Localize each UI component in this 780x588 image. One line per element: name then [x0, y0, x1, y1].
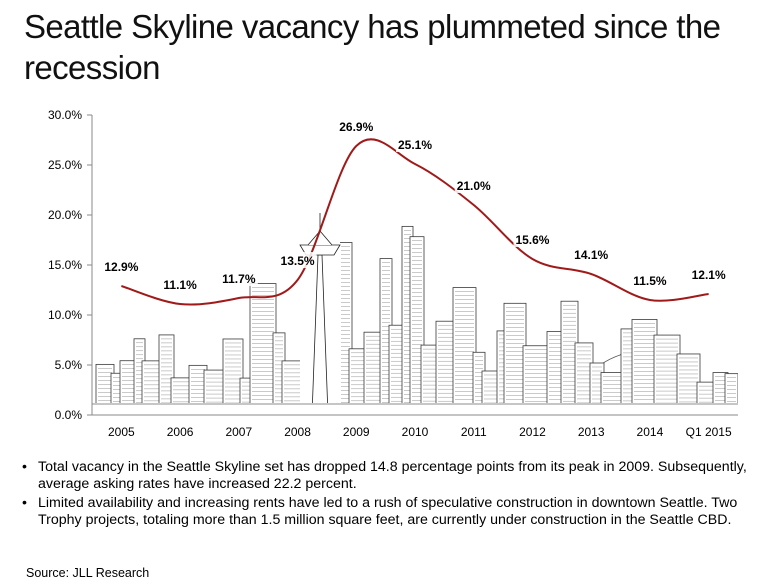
- x-tick-label: Q1 2015: [686, 425, 732, 439]
- data-label: 15.6%: [515, 233, 549, 247]
- data-label: 14.1%: [574, 248, 608, 262]
- chart-title: Seattle Skyline vacancy has plummeted si…: [24, 8, 721, 86]
- data-label: 11.1%: [163, 278, 197, 292]
- skyline-sketch-illustration: [92, 213, 738, 415]
- data-label-bg: [337, 118, 376, 134]
- x-tick-label: 2012: [519, 425, 546, 439]
- data-label-bg: [513, 231, 552, 247]
- data-label: 12.9%: [104, 260, 138, 274]
- x-tick-label: 2007: [225, 425, 252, 439]
- data-label: 25.1%: [398, 138, 432, 152]
- x-tick-label: 2010: [402, 425, 429, 439]
- data-label-bg: [454, 177, 493, 193]
- building-sketch: [249, 283, 277, 415]
- data-label: 11.7%: [222, 272, 256, 286]
- data-label-bg: [630, 272, 669, 288]
- data-label-bg: [278, 252, 317, 268]
- x-tick-label: 2013: [578, 425, 605, 439]
- building-sketch: [452, 287, 477, 415]
- data-label-bg: [219, 270, 258, 286]
- data-label: 11.5%: [633, 274, 667, 288]
- y-tick-label: 15.0%: [48, 258, 82, 272]
- data-label: 13.5%: [281, 254, 315, 268]
- vacancy-chart: 0.0% 5.0% 10.0% 15.0% 20.0% 25.0% 30.0% 2005 20…: [48, 108, 738, 439]
- y-tick-label: 30.0%: [48, 108, 82, 122]
- data-label: 12.1%: [692, 268, 726, 282]
- y-tick-label: 10.0%: [48, 308, 82, 322]
- y-tick-label: 0.0%: [55, 408, 83, 422]
- y-tick-label: 5.0%: [55, 358, 83, 372]
- notes-list: Total vacancy in the Seattle Skyline set…: [22, 459, 774, 531]
- data-label-bg: [689, 266, 728, 282]
- data-label: 26.9%: [339, 120, 373, 134]
- data-label-bg: [572, 246, 611, 262]
- x-tick-label: 2009: [343, 425, 370, 439]
- ground-band: [92, 403, 738, 415]
- vacancy-line: [121, 138, 709, 306]
- x-tick-label: 2006: [167, 425, 194, 439]
- building-sketch: [631, 319, 658, 415]
- building-sketch: [222, 338, 244, 415]
- x-tick-label: 2014: [637, 425, 664, 439]
- data-label-bg: [161, 276, 200, 292]
- data-label-bg: [396, 136, 434, 152]
- note-item: Limited availability and increasing rent…: [22, 495, 774, 529]
- building-sketch: [409, 236, 425, 415]
- data-label-bg: [102, 258, 141, 274]
- space-needle-sketch: [299, 213, 341, 415]
- data-label: 21.0%: [457, 179, 491, 193]
- y-tick-label: 25.0%: [48, 158, 82, 172]
- x-tick-label: 2011: [461, 425, 487, 439]
- source-note: Source: JLL Research: [26, 566, 150, 580]
- note-item: Total vacancy in the Seattle Skyline set…: [22, 459, 774, 493]
- x-tick-label: 2008: [284, 425, 311, 439]
- x-tick-label: 2005: [108, 425, 135, 439]
- y-tick-label: 20.0%: [48, 208, 82, 222]
